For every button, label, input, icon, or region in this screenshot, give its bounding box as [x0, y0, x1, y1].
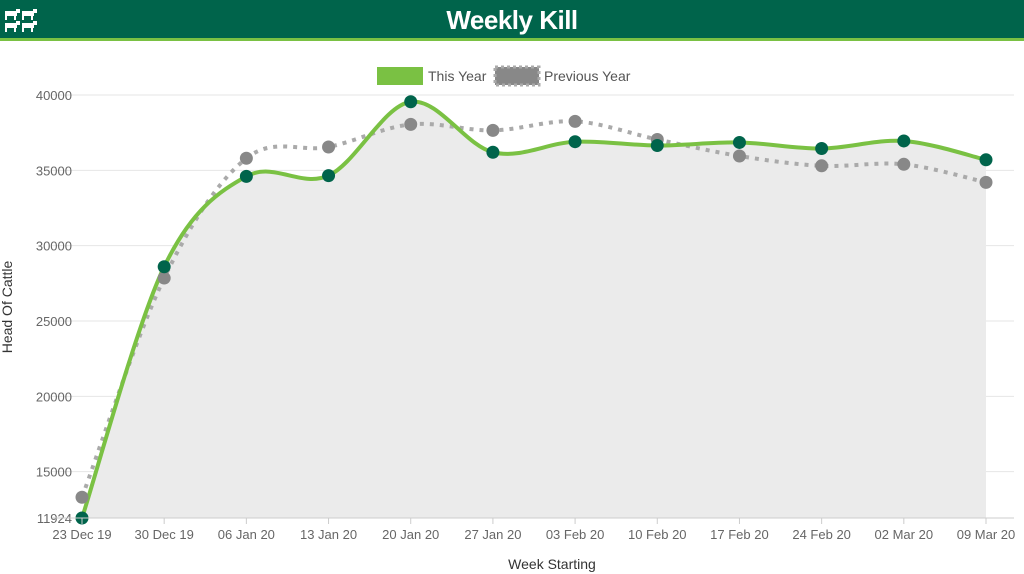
- this-year-point[interactable]: [239, 169, 253, 183]
- this-year-point[interactable]: [568, 135, 582, 149]
- cattle-herd-icon: [5, 9, 37, 32]
- y-tick-label: 40000: [36, 88, 72, 103]
- this-year-point[interactable]: [650, 138, 664, 152]
- this-year-point[interactable]: [979, 153, 993, 167]
- legend-this-year-label: This Year: [428, 68, 487, 84]
- x-tick-label: 23 Dec 19: [52, 527, 111, 542]
- x-tick-label: 03 Feb 20: [546, 527, 605, 542]
- this-year-point[interactable]: [486, 145, 500, 159]
- legend-item-this-year[interactable]: This Year: [377, 67, 487, 85]
- previous-year-markers: [75, 114, 993, 504]
- x-tick-label: 17 Feb 20: [710, 527, 769, 542]
- x-tick-label: 20 Jan 20: [382, 527, 439, 542]
- x-tick-label: 09 Mar 20: [957, 527, 1016, 542]
- previous-year-point[interactable]: [75, 490, 89, 504]
- y-tick-label: 20000: [36, 389, 72, 404]
- this-year-point[interactable]: [815, 141, 829, 155]
- page-title: Weekly Kill: [446, 5, 578, 35]
- previous-year-point[interactable]: [979, 175, 993, 189]
- x-tick-label: 30 Dec 19: [135, 527, 194, 542]
- x-tick-label: 27 Jan 20: [464, 527, 521, 542]
- x-axis-ticks: 23 Dec 19 30 Dec 19 06 Jan 20 13 Jan 20 20 J…: [52, 518, 1015, 542]
- previous-year-point[interactable]: [157, 271, 171, 285]
- this-year-point[interactable]: [897, 134, 911, 148]
- this-year-point[interactable]: [732, 135, 746, 149]
- x-tick-label: 24 Feb 20: [792, 527, 851, 542]
- legend-previous-year-swatch: [493, 65, 541, 87]
- legend-item-previous-year[interactable]: Previous Year: [493, 65, 631, 87]
- legend-previous-year-label: Previous Year: [544, 68, 631, 84]
- x-axis-title: Week Starting: [508, 556, 596, 572]
- this-year-point[interactable]: [404, 95, 418, 109]
- previous-year-point[interactable]: [897, 157, 911, 171]
- previous-year-point[interactable]: [322, 140, 336, 154]
- x-tick-label: 13 Jan 20: [300, 527, 357, 542]
- previous-year-point[interactable]: [732, 149, 746, 163]
- y-tick-label: 25000: [36, 314, 72, 329]
- this-year-point[interactable]: [157, 260, 171, 274]
- y-tick-label: 35000: [36, 163, 72, 178]
- legend: This Year Previous Year: [377, 65, 631, 87]
- previous-year-point[interactable]: [486, 123, 500, 137]
- previous-year-point[interactable]: [239, 151, 253, 165]
- previous-year-point[interactable]: [815, 159, 829, 173]
- y-tick-label: 30000: [36, 239, 72, 254]
- x-tick-label: 10 Feb 20: [628, 527, 687, 542]
- this-year-point[interactable]: [322, 169, 336, 183]
- x-tick-label: 06 Jan 20: [218, 527, 275, 542]
- previous-year-point[interactable]: [568, 114, 582, 128]
- x-tick-label: 02 Mar 20: [875, 527, 934, 542]
- this-year-markers: [75, 95, 993, 525]
- this-year-area: [82, 101, 986, 519]
- y-tick-label: 15000: [36, 465, 72, 480]
- y-axis-title: Head Of Cattle: [0, 260, 15, 353]
- legend-this-year-swatch: [377, 67, 423, 85]
- previous-year-point[interactable]: [404, 117, 418, 131]
- header-bar: Weekly Kill: [0, 0, 1024, 41]
